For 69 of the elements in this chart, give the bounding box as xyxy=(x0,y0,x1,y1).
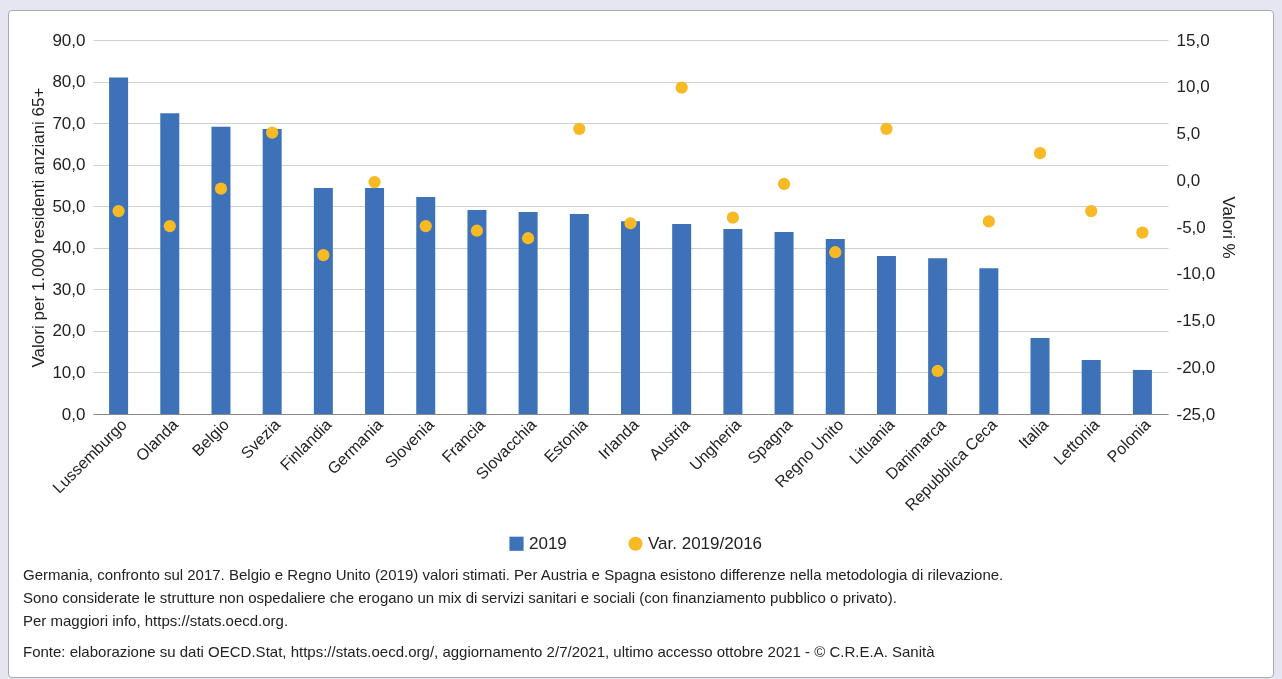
bar xyxy=(672,224,692,414)
y-tick-label: 40,0 xyxy=(52,238,86,258)
y2-tick-label: -10,0 xyxy=(1176,264,1216,284)
point xyxy=(777,177,791,191)
y2-tick-label: 10,0 xyxy=(1176,77,1210,97)
point xyxy=(1033,147,1047,160)
bar xyxy=(416,197,436,414)
point xyxy=(880,122,893,135)
y-axis-title: Valori per 1.000 residenti anziani 65+ xyxy=(29,87,49,368)
y2-tick-label: -25,0 xyxy=(1176,404,1216,424)
y2-tick-label: -5,0 xyxy=(1176,217,1206,237)
text: Sono considerate le strutture non ospedaliere che erogano un mix di servizi sanitari e sociali (con finanziamento pubblico o privato). xyxy=(23,588,898,608)
bar xyxy=(365,187,385,414)
y-tick-label: 60,0 xyxy=(52,155,86,175)
y2-tick-label: 0,0 xyxy=(1176,170,1201,190)
y-tick-label: 90,0 xyxy=(52,30,86,50)
point xyxy=(726,211,739,224)
bar xyxy=(262,128,282,414)
y-tick-label: 80,0 xyxy=(52,72,86,92)
bar xyxy=(467,209,487,414)
legend-label: Var. 2019/2016 xyxy=(648,533,763,553)
bar xyxy=(211,126,231,414)
y-tick-label: 10,0 xyxy=(52,362,86,382)
point xyxy=(1085,204,1098,218)
bar xyxy=(928,258,948,414)
point xyxy=(1136,226,1149,239)
point xyxy=(368,176,381,189)
point xyxy=(163,219,176,233)
point xyxy=(266,126,279,139)
bar xyxy=(313,187,333,414)
point xyxy=(317,248,330,262)
bar xyxy=(876,256,896,414)
y-tick-label: 50,0 xyxy=(52,196,86,216)
bar xyxy=(621,221,640,414)
y-tick-label: 70,0 xyxy=(52,113,86,133)
bar xyxy=(825,239,845,414)
bar xyxy=(1132,369,1152,414)
point xyxy=(112,204,125,218)
point xyxy=(419,219,432,233)
point xyxy=(675,81,688,94)
y-tick-label: 30,0 xyxy=(52,279,86,299)
bar xyxy=(109,77,129,414)
point xyxy=(470,224,484,237)
point xyxy=(829,246,842,259)
bar xyxy=(518,212,538,414)
y2-tick-label: -20,0 xyxy=(1176,357,1216,377)
text: Per maggiori info, https://stats.oecd.org. xyxy=(23,611,290,631)
source-note: Fonte: elaborazione su dati OECD.Stat, https://stats.oecd.org/, aggiornamento 2/7/2021, ultimo accesso ottobre 2021 - © C.R.E.A. Sanità xyxy=(23,642,936,662)
bar xyxy=(723,229,743,414)
bar xyxy=(1030,337,1050,414)
y-tick-label: 0,0 xyxy=(61,404,86,424)
point xyxy=(214,182,228,195)
point xyxy=(982,215,995,228)
legend-label: 2019 xyxy=(529,533,567,553)
y-tick-label: 20,0 xyxy=(52,321,86,341)
bar xyxy=(979,268,999,414)
y2-tick-label: -15,0 xyxy=(1176,311,1216,330)
y2-axis-title: Valori % xyxy=(1219,196,1239,259)
y2-tick-label: 5,0 xyxy=(1176,124,1201,143)
bar xyxy=(569,214,589,414)
bar xyxy=(160,113,180,414)
point xyxy=(573,122,586,135)
point xyxy=(931,364,944,378)
y2-tick-label: 15,0 xyxy=(1176,30,1210,50)
point xyxy=(624,217,637,230)
bar xyxy=(1081,359,1101,414)
point xyxy=(522,232,535,245)
bar xyxy=(774,231,794,414)
text: Germania, confronto sul 2017. Belgio e Regno Unito (2019) valori stimati. Per Austria e Spagna esistono differenze nella metodologia di rilevazione. xyxy=(23,565,1004,585)
